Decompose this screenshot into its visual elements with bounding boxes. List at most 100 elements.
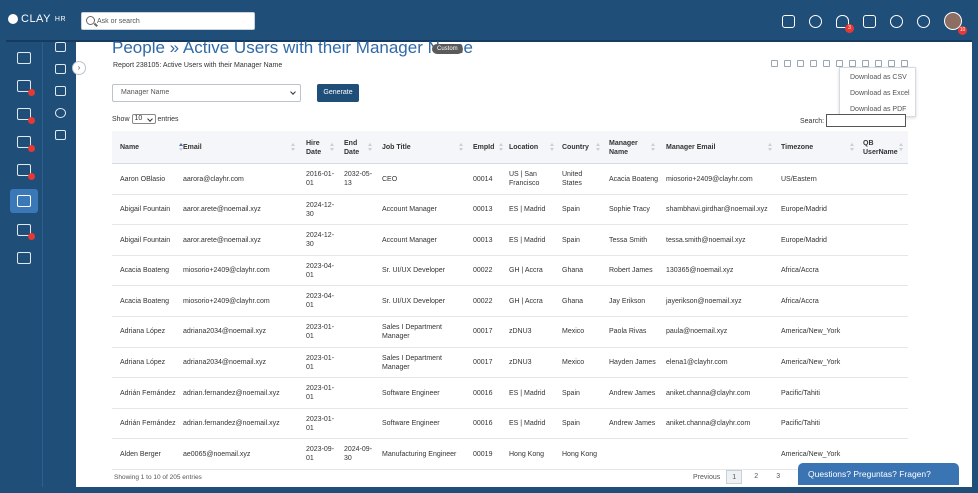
- mail-icon[interactable]: [863, 14, 876, 28]
- cell-qb-username: [863, 256, 905, 286]
- cell-timezone: Africa/Accra: [781, 267, 819, 275]
- page-button[interactable]: 1: [726, 470, 743, 484]
- download-csv[interactable]: Download as CSV: [850, 74, 907, 81]
- cell-empid: 00013: [473, 206, 493, 214]
- cell-email: adrian.fernandez@noemail.xyz: [183, 420, 280, 428]
- cell-empid: 00022: [473, 267, 493, 275]
- cell-email: adriana2034@noemail.xyz: [183, 359, 266, 367]
- cell-timezone: US/Eastern: [781, 175, 817, 183]
- save-icon[interactable]: [849, 60, 856, 67]
- top-bar: CLAY HR 3 10: [0, 0, 978, 40]
- layers-icon[interactable]: [809, 14, 822, 28]
- pencil-icon[interactable]: [888, 60, 895, 67]
- search-nav-icon[interactable]: [55, 108, 66, 118]
- reports-icon[interactable]: [17, 195, 31, 207]
- cell-country: Spain: [562, 389, 580, 397]
- cell-end-date: [344, 225, 374, 255]
- col-hire-date[interactable]: Hire Date: [306, 131, 336, 164]
- page-button[interactable]: 3: [776, 473, 781, 480]
- col-empid[interactable]: EmpId: [473, 131, 505, 164]
- cell-qb-username: [863, 225, 905, 255]
- cell-manager-name: Andrew James: [609, 420, 656, 428]
- col-email[interactable]: Email: [183, 131, 297, 164]
- col-job-title[interactable]: Job Title: [382, 131, 465, 164]
- people-icon[interactable]: [17, 52, 31, 64]
- expand-icon[interactable]: [901, 60, 908, 67]
- logo-text: CLAY: [21, 13, 51, 25]
- topbar-divider: [0, 40, 978, 42]
- avatar[interactable]: 10: [944, 12, 967, 35]
- recruiting-icon[interactable]: [17, 224, 35, 240]
- cell-hire-date: 2016-01-01: [306, 171, 335, 187]
- col-country[interactable]: Country: [562, 131, 602, 164]
- table-row: Abigail Fountain aaror.arete@noemail.xyz 2…: [112, 195, 908, 226]
- col-manager-name[interactable]: Manager Name: [609, 131, 657, 164]
- download-pdf[interactable]: Download as PDF: [850, 106, 907, 113]
- org-chart-icon[interactable]: [17, 80, 35, 96]
- table-search-input[interactable]: [826, 114, 906, 127]
- primary-sidebar: [6, 42, 42, 493]
- report-toolbar: [771, 60, 908, 67]
- col-qb-username[interactable]: QB UserName: [863, 131, 905, 164]
- sort-icon: [550, 143, 554, 151]
- stack-icon[interactable]: [55, 130, 66, 140]
- gear-icon[interactable]: [917, 14, 930, 28]
- list-icon[interactable]: [797, 60, 804, 67]
- reports-active-item[interactable]: [10, 189, 38, 213]
- sort-icon: [179, 143, 183, 151]
- clipboard-icon[interactable]: [17, 252, 31, 264]
- download-icon[interactable]: [875, 60, 882, 67]
- help-chat-widget[interactable]: Questions? Preguntas? Fragen?: [798, 463, 959, 485]
- sort-icon: [330, 143, 334, 151]
- cell-job-title: Software Engineer: [382, 420, 440, 428]
- inbox-icon[interactable]: [55, 64, 66, 74]
- cell-name: Abigail Fountain: [120, 236, 171, 244]
- col-name[interactable]: Name: [120, 131, 185, 164]
- performance-icon[interactable]: [17, 136, 35, 152]
- col-timezone[interactable]: Timezone: [781, 131, 856, 164]
- favorite-icon[interactable]: [836, 60, 843, 67]
- global-search[interactable]: [81, 12, 255, 30]
- search-input[interactable]: [97, 14, 252, 28]
- cell-country: Spain: [562, 236, 580, 244]
- sort-icon: [768, 143, 772, 151]
- cell-name: Acacia Boateng: [120, 267, 170, 275]
- page-button[interactable]: 2: [754, 473, 759, 480]
- settings-icon[interactable]: [862, 60, 869, 67]
- sort-icon: [899, 143, 903, 151]
- clock-icon[interactable]: [810, 60, 817, 67]
- col-location[interactable]: Location: [509, 131, 556, 164]
- manager-name-select[interactable]: Manager Name: [112, 84, 301, 102]
- cell-manager-name: Tessa Smith: [609, 236, 648, 244]
- cell-job-title: CEO: [382, 175, 398, 183]
- dashboard-icon[interactable]: [55, 42, 66, 52]
- sidebar-collapse-button[interactable]: ›: [72, 61, 86, 75]
- alert-dot: [28, 145, 35, 152]
- payroll-icon[interactable]: [17, 164, 35, 180]
- col-manager-email[interactable]: Manager Email: [666, 131, 774, 164]
- entries-select[interactable]: 10: [131, 114, 156, 124]
- bell-icon[interactable]: 3: [836, 14, 854, 33]
- sort-icon: [459, 143, 463, 151]
- undo-icon[interactable]: [784, 60, 791, 67]
- cell-name: Alden Berger: [120, 450, 161, 458]
- table-row: Adriana López adriana2034@noemail.xyz 2023…: [112, 348, 908, 379]
- cell-name: Aaron OBlasio: [120, 175, 166, 183]
- previous-button[interactable]: Previous: [693, 473, 721, 481]
- generate-button[interactable]: Generate: [317, 84, 359, 102]
- cell-manager-email: aniket.channa@clayhr.com: [666, 389, 751, 397]
- analytics-icon[interactable]: [17, 108, 35, 124]
- download-excel[interactable]: Download as Excel: [850, 90, 910, 97]
- cell-timezone: Pacific/Tahiti: [781, 420, 820, 428]
- clayhr-logo[interactable]: CLAY HR: [8, 13, 66, 25]
- share-icon[interactable]: [823, 60, 830, 67]
- cell-location: GH | Accra: [509, 297, 543, 305]
- star-icon[interactable]: [55, 86, 66, 96]
- calendar-icon[interactable]: [782, 14, 795, 28]
- help-icon[interactable]: [890, 14, 903, 28]
- cell-job-title: Sr. UI/UX Developer: [382, 297, 446, 305]
- cell-manager-email: elena1@clayhr.com: [666, 359, 728, 367]
- col-end-date[interactable]: End Date: [344, 131, 374, 164]
- entries-label: entries: [157, 115, 179, 123]
- edit-icon[interactable]: [771, 60, 778, 67]
